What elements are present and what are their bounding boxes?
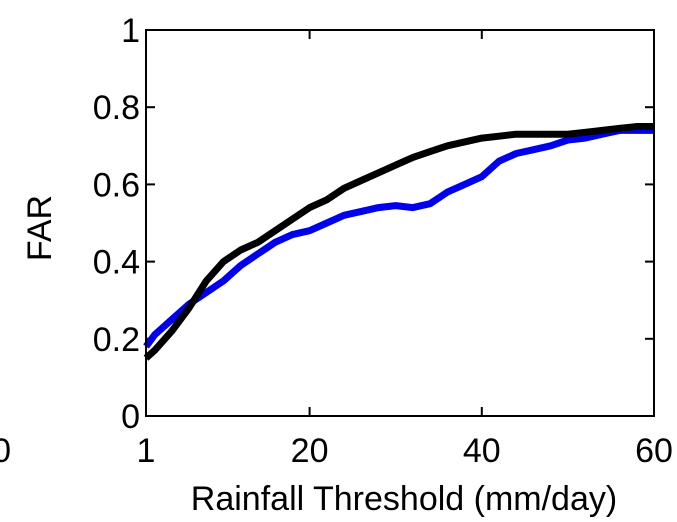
- y-tick-label: 0.2: [93, 321, 140, 359]
- y-tick-label: 0.8: [93, 89, 140, 127]
- series-line-2: [143, 123, 654, 361]
- y-tick-label: 0.6: [93, 166, 140, 204]
- ticks-layer: [145, 29, 655, 417]
- series-line-1: [143, 126, 654, 349]
- y-axis-label: FAR: [21, 195, 59, 261]
- x-tick-label: 60: [635, 432, 673, 470]
- series-layer: [143, 123, 654, 361]
- x-tick-label: 40: [463, 432, 501, 470]
- clipped-tick-label: 0: [0, 432, 11, 470]
- x-tick-label: 1: [137, 432, 156, 470]
- plot-frame: [145, 29, 655, 417]
- x-axis-label: Rainfall Threshold (mm/day): [191, 480, 617, 518]
- labels-layer: 0 0.2 0.4 0.6 0.8 1 1 20 40 60: [93, 12, 673, 470]
- y-tick-label: 0.4: [93, 244, 140, 282]
- y-tick-label: 1: [121, 12, 140, 50]
- y-tick-label: 0: [121, 398, 140, 436]
- x-tick-label: 20: [291, 432, 329, 470]
